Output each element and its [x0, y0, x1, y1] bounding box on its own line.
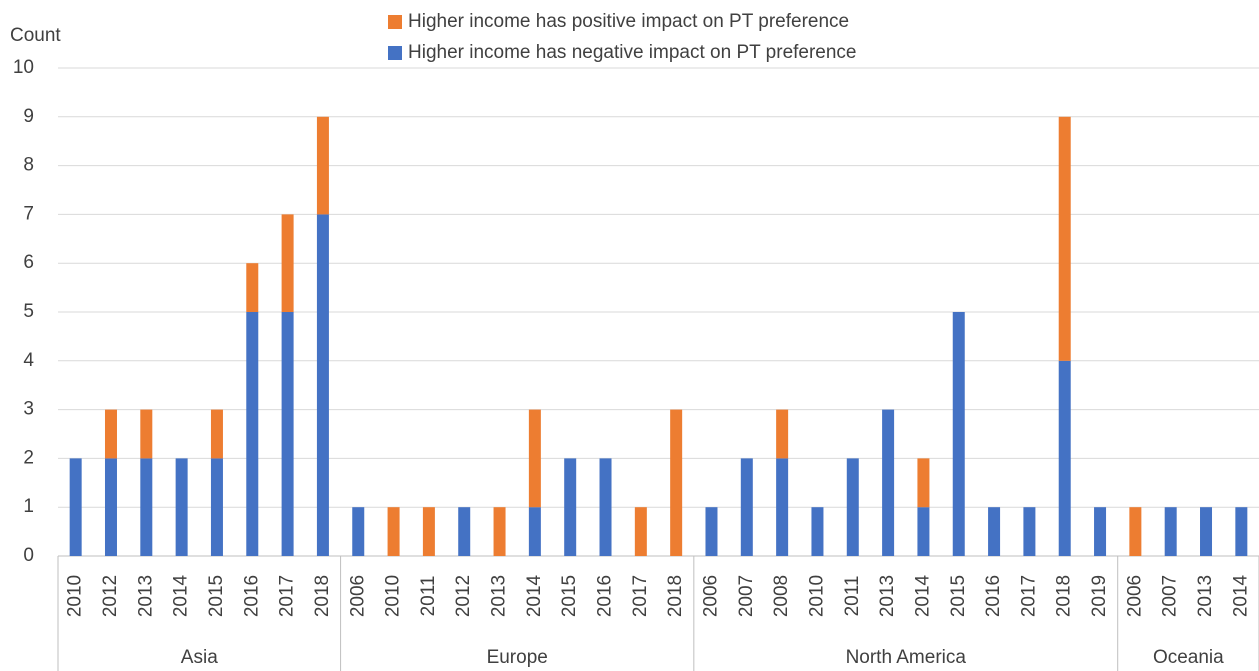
x-tick-label: 2017 — [277, 575, 298, 617]
x-tick-label: 2016 — [983, 575, 1004, 617]
x-tick-label: 2019 — [1089, 575, 1110, 617]
bar-segment — [776, 409, 789, 459]
bar-segment — [422, 507, 435, 556]
bar-segment — [210, 409, 223, 459]
bar-segment — [1094, 507, 1107, 556]
bar-segment — [281, 312, 294, 556]
x-tick-label: 2014 — [912, 574, 933, 617]
x-tick-label: 2017 — [630, 575, 651, 617]
x-tick-label: 2006 — [701, 575, 722, 617]
bar-segment — [316, 214, 329, 556]
y-tick-label: 10 — [13, 57, 34, 78]
x-tick-label: 2014 — [171, 574, 192, 617]
bar-segment — [281, 214, 294, 312]
bar-segment — [882, 409, 895, 556]
bar-segment — [387, 507, 400, 556]
bar-segment — [599, 458, 612, 556]
y-tick-label: 7 — [23, 203, 34, 224]
bar-segment — [246, 312, 259, 556]
x-tick-label: 2006 — [347, 575, 368, 617]
legend-swatch — [388, 15, 402, 29]
x-tick-label: 2018 — [665, 575, 686, 617]
bar-segment — [776, 458, 789, 556]
bar-segment — [1058, 116, 1071, 361]
x-tick-label: 2010 — [65, 575, 86, 617]
legend-label: Higher income has positive impact on PT … — [408, 11, 849, 32]
bar-segment — [917, 458, 930, 508]
y-tick-label: 0 — [23, 545, 34, 566]
bar-segment — [1164, 507, 1177, 556]
x-tick-label: 2013 — [135, 575, 156, 617]
y-axis-label: Count — [10, 25, 61, 46]
x-tick-label: 2015 — [559, 575, 580, 617]
y-tick-label: 6 — [23, 252, 34, 273]
bar-segment — [670, 409, 683, 556]
x-tick-label: 2013 — [489, 575, 510, 617]
x-tick-label: 2007 — [736, 575, 757, 617]
x-tick-label: 2012 — [453, 575, 474, 617]
bar-segment — [1058, 360, 1071, 556]
group-label: Oceania — [1153, 647, 1224, 668]
bar-segment — [528, 507, 541, 556]
x-tick-label: 2013 — [877, 575, 898, 617]
bar-segment — [104, 409, 117, 459]
y-tick-label: 3 — [23, 399, 34, 420]
bar-segment — [528, 409, 541, 508]
x-tick-label: 2016 — [595, 575, 616, 617]
legend-label: Higher income has negative impact on PT … — [408, 42, 857, 63]
y-tick-label: 9 — [23, 106, 34, 127]
x-tick-label: 2008 — [771, 575, 792, 617]
x-tick-label: 2014 — [1230, 574, 1251, 617]
group-label: Europe — [487, 647, 548, 668]
x-tick-label: 2017 — [1018, 575, 1039, 617]
x-tick-label: 2011 — [418, 576, 439, 617]
y-tick-label: 1 — [23, 496, 34, 517]
y-tick-label: 4 — [23, 350, 34, 371]
bar-segment — [210, 458, 223, 556]
bar-segment — [846, 458, 859, 556]
x-tick-label: 2018 — [1054, 575, 1075, 617]
x-tick-label: 2007 — [1160, 575, 1181, 617]
bar-segment — [316, 116, 329, 215]
legend-swatch — [388, 46, 402, 60]
x-tick-label: 2015 — [948, 575, 969, 617]
x-tick-label: 2010 — [806, 575, 827, 617]
bar-segment — [69, 458, 82, 556]
bar-segment — [705, 507, 718, 556]
x-tick-label: 2006 — [1124, 575, 1145, 617]
bar-segment — [564, 458, 577, 556]
bar-segment — [104, 458, 117, 556]
bar-segment — [952, 312, 965, 556]
y-tick-label: 2 — [23, 447, 34, 468]
bar-segment — [458, 507, 471, 556]
bar-segment — [175, 458, 188, 556]
bar-segment — [917, 507, 930, 556]
y-tick-label: 8 — [23, 155, 34, 176]
group-label: North America — [846, 647, 967, 668]
x-tick-label: 2013 — [1195, 575, 1216, 617]
bar-segment — [1023, 507, 1036, 556]
bar-segment — [1129, 507, 1142, 556]
group-label: Asia — [181, 647, 218, 668]
bar-segment — [1200, 507, 1213, 556]
y-tick-label: 5 — [23, 301, 34, 322]
bar-segment — [140, 409, 153, 459]
x-tick-label: 2010 — [383, 575, 404, 617]
bar-segment — [246, 263, 259, 312]
x-tick-label: 2016 — [241, 575, 262, 617]
bar-segment — [988, 507, 1001, 556]
x-tick-label: 2015 — [206, 575, 227, 617]
bar-segment — [634, 507, 647, 556]
bar-segment — [740, 458, 753, 556]
bar-segment — [140, 458, 153, 556]
bar-segment — [811, 507, 824, 556]
bar-segment — [493, 507, 506, 556]
bar-segment — [1235, 507, 1248, 556]
x-tick-label: 2012 — [100, 575, 121, 617]
x-tick-label: 2014 — [524, 574, 545, 617]
bar-segment — [352, 507, 365, 556]
x-tick-label: 2011 — [842, 576, 863, 617]
x-tick-label: 2018 — [312, 575, 333, 617]
